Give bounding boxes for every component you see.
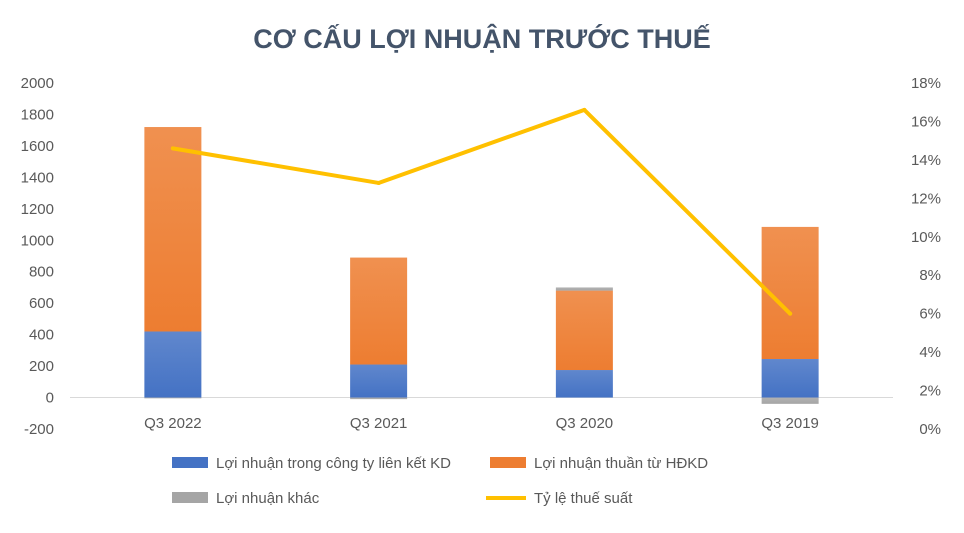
bar-segment bbox=[555, 290, 613, 371]
right-tick-label: 12% bbox=[911, 190, 941, 207]
bar-segment bbox=[555, 287, 613, 291]
line-point bbox=[170, 146, 175, 151]
left-tick-label: 1000 bbox=[21, 232, 54, 249]
right-tick-label: 0% bbox=[919, 421, 941, 438]
legend-item: Lợi nhuận trong công ty liên kết KD bbox=[172, 455, 451, 472]
left-tick-label: 0 bbox=[46, 390, 54, 407]
bar-segment bbox=[761, 397, 819, 404]
bar-segment bbox=[144, 331, 202, 398]
legend-swatch bbox=[172, 492, 208, 503]
line-point bbox=[582, 107, 587, 112]
left-tick-label: 1800 bbox=[21, 106, 54, 123]
left-tick-label: 2000 bbox=[21, 75, 54, 92]
bar-segment bbox=[555, 370, 613, 398]
left-tick-label: 1600 bbox=[21, 138, 54, 155]
legend: Lợi nhuận trong công ty liên kết KD Lợi n… bbox=[172, 455, 708, 507]
bar-segment bbox=[144, 397, 202, 399]
left-tick-label: 1400 bbox=[21, 169, 54, 186]
right-tick-label: 8% bbox=[919, 267, 941, 284]
left-tick-label: 800 bbox=[29, 264, 54, 281]
left-tick-label: -200 bbox=[24, 421, 54, 438]
category-axis: Q3 2022 Q3 2021 Q3 2020 Q3 2019 bbox=[144, 415, 819, 432]
right-tick-label: 18% bbox=[911, 75, 941, 92]
bar-segment bbox=[350, 364, 408, 398]
right-tick-label: 10% bbox=[911, 229, 941, 246]
left-tick-label: 1200 bbox=[21, 201, 54, 218]
right-tick-label: 4% bbox=[919, 344, 941, 361]
bar-segment bbox=[350, 257, 408, 365]
legend-swatch bbox=[172, 457, 208, 468]
right-tick-label: 6% bbox=[919, 306, 941, 323]
left-tick-label: 400 bbox=[29, 327, 54, 344]
legend-swatch bbox=[490, 457, 526, 468]
category-label: Q3 2020 bbox=[556, 415, 614, 432]
category-label: Q3 2019 bbox=[761, 415, 819, 432]
bar-segment bbox=[144, 127, 202, 332]
right-tick-label: 16% bbox=[911, 113, 941, 130]
legend-label: Lợi nhuận thuần từ HĐKD bbox=[534, 455, 708, 472]
chart-title: CƠ CẤU LỢI NHUẬN TRƯỚC THUẾ bbox=[253, 23, 710, 54]
legend-label: Tỷ lệ thuế suất bbox=[534, 490, 633, 507]
line-point bbox=[788, 311, 793, 316]
legend-label: Lợi nhuận khác bbox=[216, 490, 320, 507]
left-tick-label: 200 bbox=[29, 358, 54, 375]
left-tick-label: 600 bbox=[29, 295, 54, 312]
category-label: Q3 2021 bbox=[350, 415, 408, 432]
legend-item: Tỷ lệ thuế suất bbox=[486, 490, 633, 507]
line-point bbox=[376, 180, 381, 185]
left-axis: -200 0 200 400 600 800 1000 1200 1400 1600 1800 200… bbox=[21, 75, 54, 438]
bar-series bbox=[144, 127, 819, 404]
legend-label: Lợi nhuận trong công ty liên kết KD bbox=[216, 455, 451, 472]
right-axis: 0% 2% 4% 6% 8% 10% 12% 14% 16% 18% bbox=[911, 75, 941, 438]
legend-item: Lợi nhuận thuần từ HĐKD bbox=[490, 455, 708, 472]
right-tick-label: 14% bbox=[911, 152, 941, 169]
category-label: Q3 2022 bbox=[144, 415, 202, 432]
right-tick-label: 2% bbox=[919, 383, 941, 400]
bar-segment bbox=[350, 397, 408, 400]
line-series bbox=[170, 107, 793, 316]
legend-item: Lợi nhuận khác bbox=[172, 490, 320, 507]
line-path bbox=[170, 107, 793, 316]
bar-segment bbox=[761, 359, 819, 398]
